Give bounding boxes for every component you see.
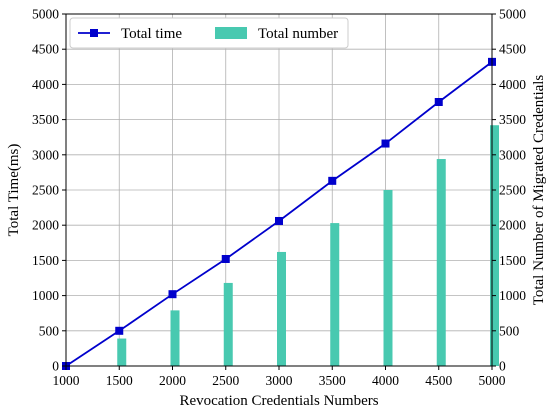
x-tick-label: 3000 [266, 373, 293, 388]
y-axis-label-right: Total Number of Migrated Credentials [531, 75, 547, 306]
line-point [168, 290, 177, 299]
x-tick-label: 2000 [159, 373, 186, 388]
bar [277, 251, 286, 366]
y-tick-label-right: 5000 [499, 7, 526, 22]
y-tick-label-right: 0 [499, 359, 506, 374]
y-tick-label-left: 3000 [32, 147, 59, 162]
legend: Total time Total number [69, 17, 349, 49]
line-point [221, 254, 230, 263]
y-tick-label-left: 4000 [32, 77, 59, 92]
legend-label-total-time: Total time [121, 26, 182, 42]
bar [223, 282, 233, 366]
y-tick-label-right: 4500 [499, 42, 526, 57]
x-tick-label: 3500 [319, 373, 346, 388]
y-tick-label-left: 5000 [32, 7, 59, 22]
y-tick-label-left: 1000 [32, 288, 59, 303]
y-tick-label-right: 1000 [499, 288, 526, 303]
x-axis-label: Revocation Credentials Numbers [179, 393, 378, 409]
x-tick-label: 4500 [425, 373, 452, 388]
y-tick-label-right: 2000 [499, 218, 526, 233]
y-tick-label-left: 1500 [32, 253, 59, 268]
line-point [328, 176, 337, 185]
x-tick-label: 2500 [212, 373, 239, 388]
line-point [381, 139, 390, 148]
y-tick-label-left: 4500 [32, 42, 59, 57]
x-tick-label: 1000 [53, 373, 80, 388]
y-tick-label-left: 2500 [32, 183, 59, 198]
line-point [115, 326, 124, 335]
bar [170, 310, 180, 366]
legend-label-total-number: Total number [258, 26, 338, 42]
y-tick-label-right: 3000 [499, 147, 526, 162]
y-tick-label-right: 3500 [499, 112, 526, 127]
y-tick-label-right: 1500 [499, 253, 526, 268]
y-tick-label-right: 2500 [499, 183, 526, 198]
line-point [275, 216, 283, 225]
bar-series [117, 125, 499, 367]
y-tick-label-left: 2000 [32, 218, 59, 233]
x-tick-label: 1500 [106, 373, 133, 388]
y-tick-label-left: 3500 [32, 112, 59, 127]
bar [117, 338, 127, 366]
y-tick-label-right: 4000 [499, 77, 526, 92]
y-tick-label-right: 500 [499, 323, 520, 338]
line-point [434, 98, 443, 106]
legend-bar-swatch [215, 27, 247, 39]
bar [490, 125, 499, 367]
x-tick-label: 4000 [372, 373, 399, 388]
bar [330, 223, 340, 366]
bar [436, 159, 446, 366]
y-tick-label-left: 0 [52, 359, 59, 374]
legend-square-marker [90, 29, 98, 37]
bar [383, 190, 393, 366]
y-axis-label-left: Total Time(ms) [6, 144, 22, 237]
x-tick-label: 5000 [479, 373, 506, 388]
y-tick-label-left: 500 [39, 323, 60, 338]
legend-box [69, 17, 349, 49]
